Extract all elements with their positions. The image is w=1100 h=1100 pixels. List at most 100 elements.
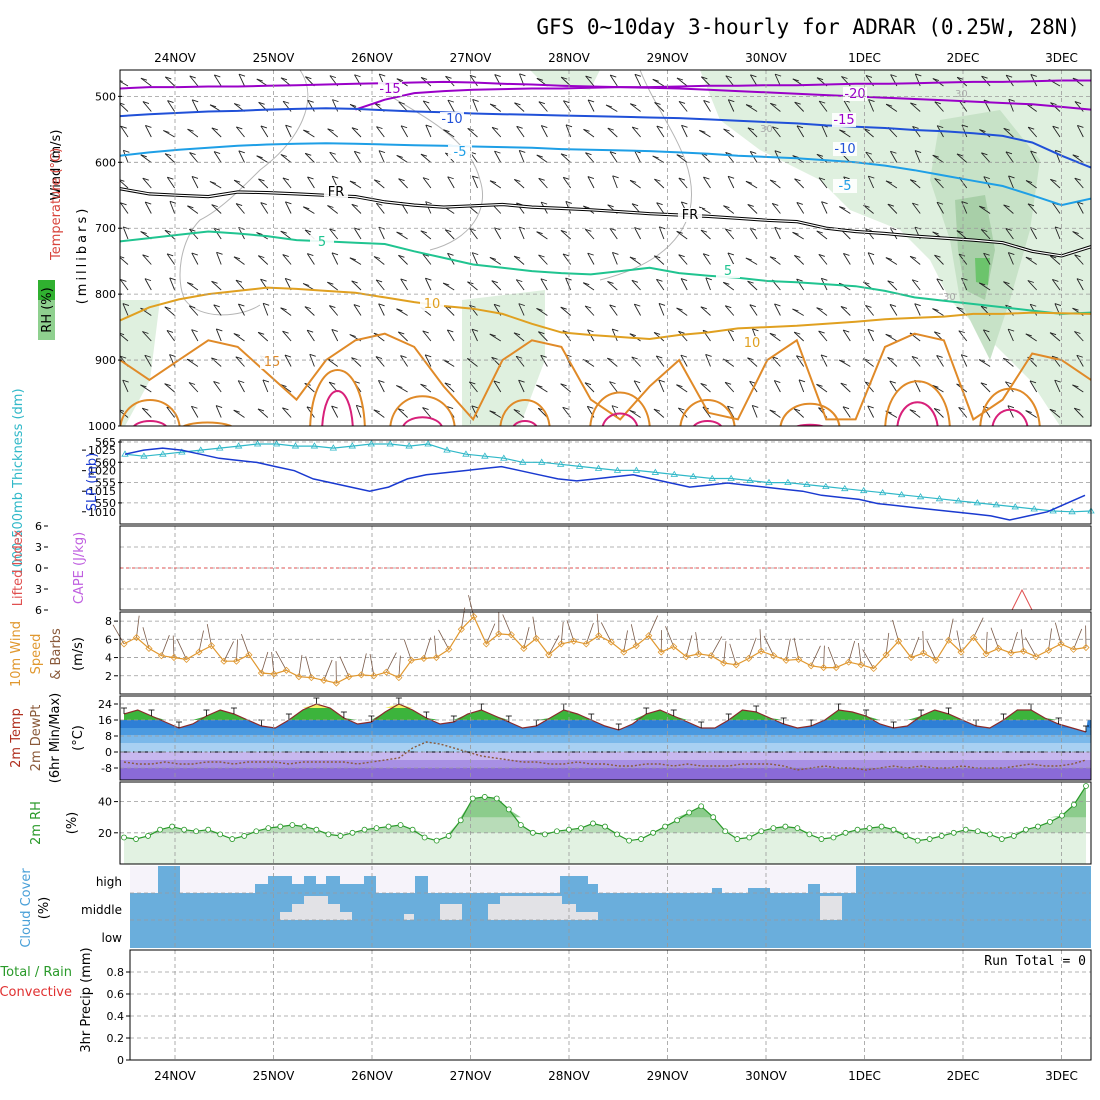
wind-marker [732, 661, 740, 669]
wind-marker [920, 649, 928, 657]
wind-barb-flag [1025, 333, 1032, 337]
wind-barb [609, 74, 618, 87]
rh-marker [1059, 812, 1065, 819]
wind-marker [157, 652, 166, 660]
wind-barb-flag [912, 126, 919, 129]
wind-marker [982, 650, 990, 658]
rh-marker [938, 833, 945, 839]
ylabel-cloud-cover: Cloud Cover [19, 868, 34, 948]
wind-barb-flag [329, 381, 336, 385]
wind-barb [793, 331, 805, 342]
wind-barb-flag [796, 278, 803, 282]
wind-barb-flag [396, 385, 403, 388]
wind-marker [907, 653, 915, 662]
wind-barb-flag [583, 128, 590, 132]
wind-barb-flag [280, 154, 287, 157]
wind-barb [747, 357, 758, 367]
wind-barb [562, 253, 572, 265]
wind-barb-flag [306, 329, 314, 333]
wind-barb-flag [727, 175, 735, 179]
wind-barb-flag [563, 100, 570, 104]
wind-barb [774, 303, 781, 316]
wind-barb-flag [936, 278, 943, 282]
wind-marker [1082, 643, 1090, 652]
wind-barb [611, 405, 618, 418]
rh-marker [145, 833, 151, 839]
tick-label: 0.2 [107, 1032, 125, 1045]
rh-marker [193, 828, 200, 835]
wind-barb-flag [723, 281, 730, 285]
middle-cloud [820, 896, 842, 920]
wind-barb [398, 101, 408, 112]
wind-barb [262, 379, 269, 393]
thickness-marker [556, 460, 565, 467]
isotherm-label-bg [440, 112, 464, 126]
rh-marker [602, 823, 608, 830]
wind-barb [536, 231, 548, 240]
wind-barb-flag [587, 252, 594, 256]
thickness-marker [765, 478, 773, 485]
wind-barb-flag [654, 255, 661, 259]
date-label: 28NOV [548, 51, 590, 65]
wind-marker [570, 637, 578, 645]
wind-barb-flag [209, 181, 217, 184]
wind-barb [397, 331, 408, 342]
ylabel-lifted-index: Lifted Index [11, 529, 26, 606]
wind-barb-flag [792, 231, 799, 235]
wind-barb [796, 125, 805, 138]
wind-barb [215, 328, 222, 342]
wind-barb-flag [489, 410, 496, 414]
wind-barb [166, 176, 175, 189]
wind-barb-flag [979, 129, 986, 132]
wind-barb [398, 254, 408, 265]
wind-barb [634, 227, 641, 240]
tick-label: 555 [95, 477, 116, 490]
wind-barb [978, 359, 991, 367]
wind-marker [270, 670, 278, 678]
wind-barb [560, 306, 571, 316]
wind-barb-flag [676, 77, 684, 81]
temp-green-fill [124, 704, 1086, 720]
wind-barb-flag [349, 257, 356, 261]
wind-marker [745, 654, 753, 663]
wind-barb [460, 607, 466, 630]
wind-marker [295, 673, 303, 681]
isotherm-label-bg [260, 355, 284, 369]
high-cloud-clear [180, 866, 540, 893]
wind-barb-flag [282, 177, 290, 181]
wind-barb-flag [611, 405, 619, 409]
wind-barb [307, 176, 315, 189]
rh-marker [169, 823, 176, 830]
wind-barb [892, 619, 899, 642]
tick-label: 40 [98, 796, 112, 809]
wind-barb-flag [654, 102, 661, 105]
wind-barb-flag [280, 307, 287, 311]
wind-barb [211, 127, 222, 138]
wind-barb-flag [536, 384, 543, 388]
wind-barb [658, 379, 665, 393]
wind-barb-flag [750, 74, 757, 78]
wind-barb [188, 382, 199, 393]
rh-marker [1071, 801, 1077, 808]
tick-label: 0 [35, 562, 42, 575]
wind-barb [1007, 405, 1014, 418]
wind-marker [870, 664, 878, 673]
wind-speed-line [123, 615, 1087, 684]
wind-barb [306, 329, 315, 342]
wind-marker [682, 653, 690, 661]
wind-barb [353, 151, 362, 163]
wind-marker [382, 668, 390, 676]
wind-barb-flag [819, 100, 826, 104]
wind-barb-flag [983, 252, 990, 256]
isotherm--5 [120, 142, 1091, 207]
wind-barb-flag [329, 228, 336, 232]
wind-barb [656, 279, 665, 291]
wind-barb-flag [889, 380, 896, 384]
rh-marker [710, 814, 717, 821]
wind-barb-flag [349, 103, 357, 107]
rh-contour [379, 89, 484, 251]
ylabel-rh: RH (%) [40, 287, 55, 332]
isotherm-label-bg [832, 113, 856, 127]
wind-barb [840, 382, 851, 393]
wind-marker [607, 638, 615, 646]
